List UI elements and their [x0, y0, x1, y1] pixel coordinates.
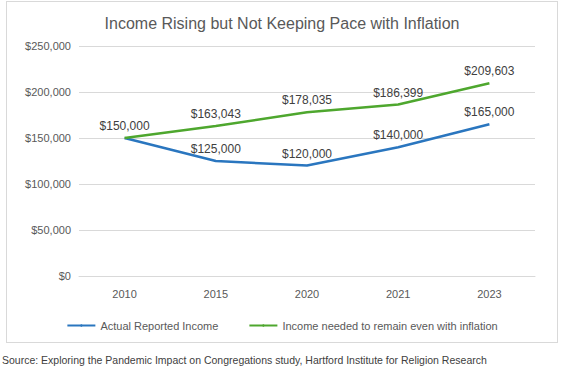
- svg-text:$140,000: $140,000: [373, 128, 423, 142]
- svg-text:$186,399: $186,399: [373, 86, 423, 100]
- svg-text:$50,000: $50,000: [31, 224, 71, 236]
- svg-text:$150,000: $150,000: [25, 132, 71, 144]
- svg-text:$150,000: $150,000: [100, 119, 150, 133]
- svg-text:$200,000: $200,000: [25, 86, 71, 98]
- svg-text:2015: 2015: [204, 288, 228, 300]
- svg-text:$125,000: $125,000: [191, 142, 241, 156]
- svg-text:2023: 2023: [477, 288, 501, 300]
- svg-text:$209,603: $209,603: [464, 64, 514, 78]
- svg-text:2020: 2020: [295, 288, 319, 300]
- svg-text:$165,000: $165,000: [464, 105, 514, 119]
- svg-text:2010: 2010: [112, 288, 136, 300]
- svg-text:Income Rising but Not Keeping: Income Rising but Not Keeping Pace with …: [105, 15, 460, 32]
- svg-text:$163,043: $163,043: [191, 107, 241, 121]
- svg-text:$120,000: $120,000: [282, 147, 332, 161]
- svg-text:Actual Reported Income: Actual Reported Income: [100, 320, 218, 332]
- svg-text:$250,000: $250,000: [25, 40, 71, 52]
- html-text:Source: Exploring the Pandemic: Source: Exploring the Pandemic Impact on…: [2, 354, 487, 366]
- svg-text:2021: 2021: [386, 288, 410, 300]
- svg-text:$178,035: $178,035: [282, 93, 332, 107]
- svg-text:$100,000: $100,000: [25, 178, 71, 190]
- svg-text:$0: $0: [59, 270, 71, 282]
- svg-text:Income needed to remain even w: Income needed to remain even with inflat…: [282, 320, 497, 332]
